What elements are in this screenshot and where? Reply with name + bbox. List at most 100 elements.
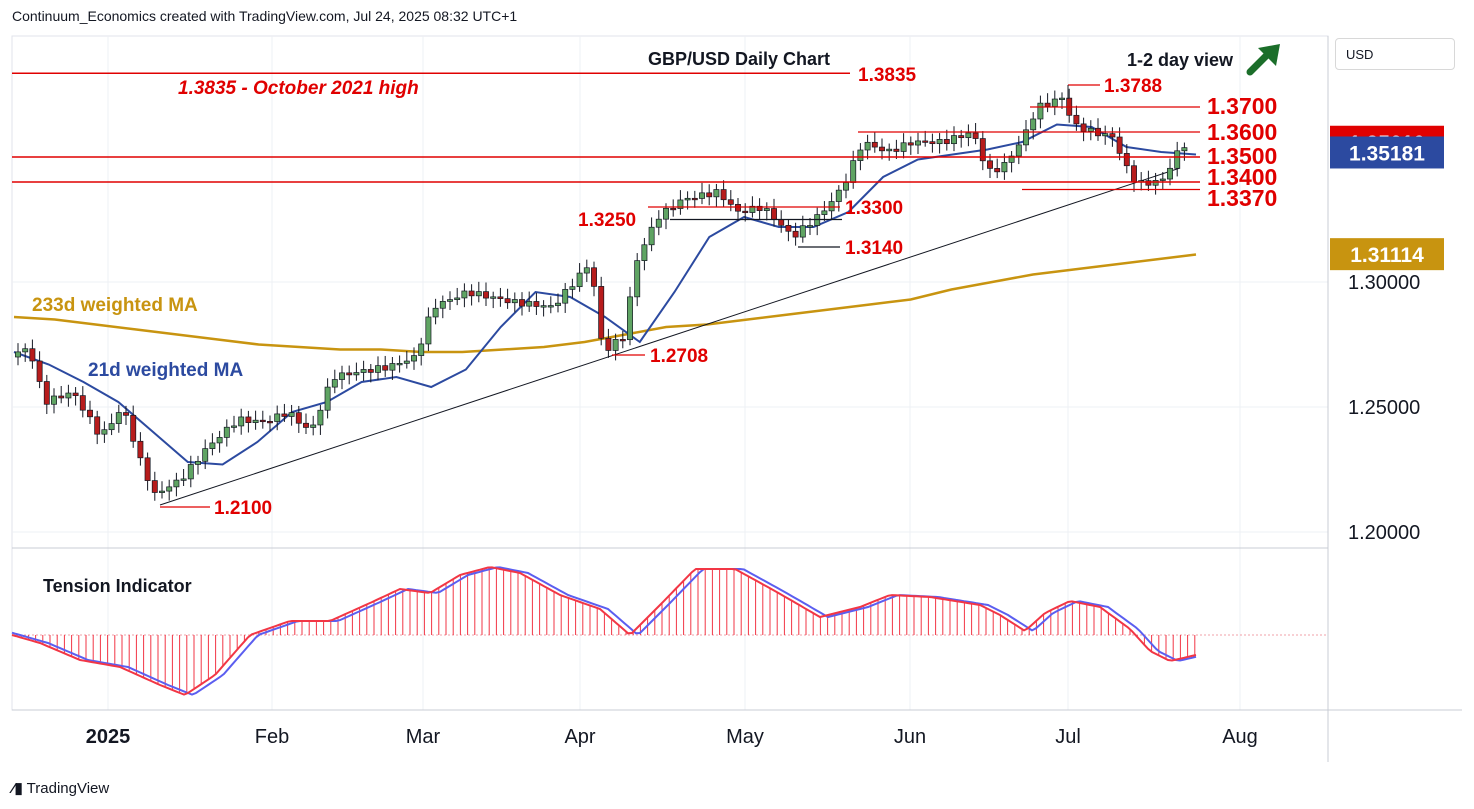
- candle-body: [1109, 133, 1116, 138]
- candle-body: [591, 267, 597, 287]
- candle-body: [648, 226, 655, 246]
- candle-body: [965, 132, 972, 139]
- candle-body: [115, 412, 122, 424]
- candle-body: [900, 142, 907, 152]
- candle-body: [699, 192, 705, 199]
- candle-body: [173, 479, 180, 488]
- candle-body: [807, 225, 813, 228]
- candle-body: [324, 386, 331, 411]
- candle-body: [375, 365, 381, 373]
- candle-body: [461, 290, 468, 299]
- candle-body: [58, 395, 65, 399]
- price-badge-label: 1.31114: [1350, 244, 1424, 267]
- candle-body: [317, 409, 324, 426]
- candle-body: [1015, 144, 1022, 157]
- candle-body: [720, 189, 727, 201]
- candle-body: [483, 291, 489, 299]
- up-arrow-icon: [1246, 44, 1280, 76]
- candle-body: [641, 244, 648, 261]
- candle-body: [267, 421, 273, 424]
- candle-body: [576, 272, 583, 288]
- candle-body: [259, 419, 266, 423]
- candle-body: [43, 381, 50, 405]
- candle-body: [886, 148, 893, 152]
- time-tick-label: Jul: [1055, 726, 1081, 748]
- candle-body: [411, 355, 417, 362]
- candle-body: [958, 135, 965, 139]
- candle-body: [216, 437, 223, 444]
- ma-233d-line: [13, 253, 1197, 354]
- time-tick-label: Feb: [255, 726, 289, 748]
- candle-body: [223, 426, 230, 438]
- candle-body: [511, 299, 518, 304]
- candle-body: [771, 208, 777, 220]
- candle-body: [922, 140, 929, 143]
- candle-body: [821, 210, 828, 215]
- candle-body: [706, 192, 713, 198]
- level-label: 1.3370: [1207, 185, 1277, 211]
- candle-body: [1116, 136, 1123, 154]
- candle-body: [727, 199, 734, 205]
- candle-body: [15, 351, 21, 358]
- candle-body: [403, 360, 410, 364]
- candle-body: [490, 296, 497, 299]
- ma-21d-line: [13, 123, 1197, 466]
- candle-body: [101, 429, 108, 435]
- candle-body: [857, 149, 864, 161]
- level-label: 1.3788: [1104, 76, 1162, 97]
- tension-indicator-pane: [11, 566, 1328, 696]
- level-label: 1.3500: [1207, 143, 1277, 169]
- chart-title: GBP/USD Daily Chart: [648, 49, 830, 69]
- candle-body: [1167, 167, 1173, 180]
- candle-body: [389, 363, 396, 371]
- candle-body: [562, 289, 569, 304]
- candle-body: [1102, 133, 1109, 137]
- candle-body: [331, 379, 338, 388]
- candle-body: [22, 348, 29, 353]
- candle-body: [447, 299, 453, 302]
- candle-body: [202, 448, 209, 462]
- candle-body: [569, 286, 576, 290]
- candle-body: [1037, 102, 1044, 120]
- candle-body: [1087, 127, 1094, 132]
- candle-body: [353, 372, 360, 376]
- candle-body: [1181, 147, 1188, 152]
- candle-body: [151, 480, 158, 493]
- candle-body: [1152, 180, 1159, 186]
- candle-body: [684, 197, 691, 201]
- annotation-21d-ma: 21d weighted MA: [88, 360, 243, 381]
- currency-selector[interactable]: USD: [1335, 38, 1455, 70]
- candle-body: [619, 339, 626, 342]
- price-badge: [1330, 238, 1444, 271]
- candle-body: [144, 457, 151, 481]
- candle-body: [231, 425, 237, 428]
- level-label: 1.3600: [1207, 119, 1277, 145]
- candle-body: [936, 139, 943, 145]
- level-label: 1.2100: [214, 498, 272, 519]
- candle-body: [288, 412, 295, 417]
- candle-body: [871, 141, 878, 148]
- time-tick-label: Apr: [564, 726, 595, 748]
- candle-body: [519, 299, 525, 307]
- candle-body: [785, 224, 792, 232]
- candle-body: [454, 297, 461, 300]
- candle-body: [540, 305, 547, 308]
- candle-body: [439, 300, 446, 309]
- candle-body: [281, 413, 288, 417]
- candle-body: [367, 369, 374, 373]
- candle-body: [835, 189, 842, 202]
- price-tick-label: 1.25000: [1348, 397, 1420, 419]
- candle-body: [627, 296, 633, 341]
- candle-body: [303, 422, 309, 428]
- candle-body: [360, 369, 367, 373]
- candle-body: [382, 365, 389, 371]
- candle-body: [879, 146, 885, 152]
- candle-body: [670, 207, 677, 211]
- price-tick-label: 1.30000: [1348, 272, 1420, 294]
- candle-body: [245, 416, 252, 423]
- candle-body: [526, 301, 533, 307]
- candle-body: [792, 230, 799, 238]
- level-label: 1.3140: [845, 238, 903, 259]
- candle-body: [1159, 178, 1166, 181]
